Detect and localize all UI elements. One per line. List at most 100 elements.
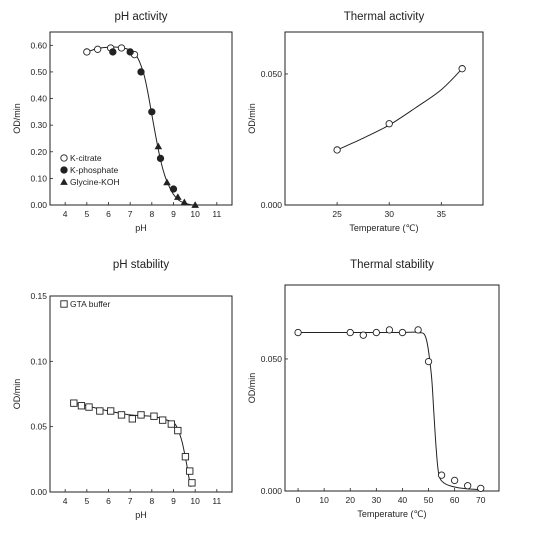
ph-activity-glycine-koh-point [163, 178, 171, 186]
thermal-activity-chart: Thermal activity 25 30 35 0.000 0.050 Temperat… [247, 11, 484, 233]
ph-activity-k-phosphate-point [148, 108, 156, 116]
ph-stability-gta-buffer-point [150, 412, 158, 420]
thermal-stability-y-tick-label: 0.050 [261, 354, 283, 364]
ph-stability-gta-buffer-point [174, 426, 182, 435]
ph-activity-x-tick-label: 5 [84, 209, 89, 219]
ph-stability-gta-buffer-point [188, 479, 196, 487]
ph-activity-k-phosphate-point [137, 68, 145, 76]
thermal-activity-y-axis-label: OD/min [247, 103, 257, 134]
thermal-stability-data-point [294, 328, 302, 337]
ph-activity-k-citrate-point [117, 44, 126, 52]
ph-activity-y-tick-label: 0.20 [30, 147, 47, 157]
thermal-activity-data-point [333, 146, 341, 154]
ph-activity-y-tick-label: 0.30 [30, 120, 47, 130]
ph-activity-x-tick-label: 9 [171, 209, 176, 219]
ph-stability-gta-buffer-point [167, 420, 175, 428]
ph-activity-k-citrate-point [83, 48, 91, 56]
ph-stability-gta-buffer-point [159, 416, 167, 424]
thermal-stability-x-tick-label: 30 [372, 495, 382, 505]
ph-activity-y-tick-label: 0.50 [30, 67, 47, 77]
ph-stability-legend-marker-gta-buffer [60, 300, 68, 308]
thermal-stability-x-tick-label: 60 [450, 495, 460, 505]
ph-activity-glycine-koh-point [154, 142, 163, 150]
thermal-stability-data-point [414, 326, 422, 334]
ph-activity-x-tick-label: 7 [128, 209, 133, 219]
thermal-stability-data-point [346, 328, 354, 337]
ph-stability-x-tick-label: 9 [171, 496, 176, 506]
thermal-stability-y-tick-label: 0.000 [261, 486, 283, 496]
ph-activity-legend-marker-glycine-koh [60, 178, 68, 185]
thermal-stability-plot-frame [284, 284, 500, 492]
ph-activity-x-tick-label: 4 [63, 209, 68, 219]
ph-activity-x-tick-label: 11 [212, 209, 221, 219]
ph-stability-gta-buffer-point [186, 467, 194, 475]
ph-activity-legend-marker-k-phosphate [60, 166, 68, 174]
ph-activity-y-axis-label: OD/min [12, 103, 22, 134]
ph-stability-y-tick-label: 0.05 [30, 422, 47, 432]
ph-activity-k-phosphate-point [109, 48, 117, 56]
thermal-activity-x-axis-label: Temperature (℃) [349, 223, 418, 233]
ph-stability-x-tick-label: 5 [84, 496, 89, 506]
ph-stability-gta-buffer-point [181, 453, 190, 461]
ph-stability-x-tick-label: 4 [63, 496, 68, 506]
thermal-stability-x-axis-label: Temperature (℃) [357, 509, 426, 519]
thermal-activity-data-point [385, 120, 393, 128]
thermal-activity-fit-curve [336, 68, 463, 151]
ph-stability-y-axis-label: OD/min [12, 379, 22, 410]
thermal-stability-x-tick-label: 20 [346, 495, 356, 505]
thermal-stability-data-point [359, 331, 367, 339]
thermal-activity-plot-frame [284, 31, 484, 206]
thermal-stability-data-point [372, 328, 380, 337]
ph-activity-y-tick-label: 0.60 [30, 40, 47, 50]
ph-stability-gta-buffer-point [96, 407, 104, 415]
ph-stability-x-tick-label: 7 [128, 496, 133, 506]
ph-stability-gta-buffer-point [117, 411, 126, 419]
ph-activity-glycine-koh-point [180, 198, 189, 206]
ph-activity-legend-label-k-phosphate: K-phosphate [70, 165, 118, 175]
thermal-activity-y-tick-label: 0.000 [261, 200, 283, 210]
ph-activity-legend-marker-k-citrate [60, 154, 68, 162]
thermal-stability-title: Thermal stability [350, 259, 434, 271]
ph-activity-legend-label-glycine-koh: Glycine-KOH [70, 177, 120, 187]
thermal-stability-x-tick-label: 70 [476, 495, 486, 505]
ph-stability-gta-buffer-point [77, 402, 86, 410]
thermal-stability-data-point [450, 476, 459, 485]
thermal-stability-y-axis-label: OD/min [247, 373, 257, 404]
ph-activity-plot-frame [49, 31, 233, 206]
thermal-stability-x-tick-label: 40 [398, 495, 408, 505]
thermal-activity-title: Thermal activity [344, 11, 425, 23]
ph-stability-chart: pH stability 4 5 6 7 8 9 10 11 0.00 0.05 0.10 0.15 pH… [12, 259, 233, 520]
ph-activity-x-tick-label: 8 [149, 209, 154, 219]
ph-activity-y-tick-label: 0.10 [30, 173, 47, 183]
thermal-activity-x-tick-label: 35 [437, 209, 447, 219]
ph-activity-glycine-koh-point [191, 201, 199, 208]
thermal-stability-data-point [398, 328, 407, 337]
thermal-stability-fit-curve [298, 331, 481, 491]
ph-activity-k-citrate-point [94, 45, 102, 53]
ph-stability-y-tick-label: 0.10 [30, 356, 47, 366]
ph-activity-k-phosphate-point [126, 48, 134, 56]
thermal-stability-data-point [477, 484, 485, 493]
ph-stability-gta-buffer-point [70, 399, 78, 407]
thermal-stability-data-point [437, 471, 446, 479]
ph-stability-gta-buffer-point [137, 411, 145, 419]
ph-activity-k-phosphate-point [169, 185, 178, 193]
thermal-stability-data-point [385, 326, 394, 334]
thermal-stability-x-tick-label: 50 [424, 495, 434, 505]
thermal-stability-x-tick-label: 0 [296, 495, 301, 505]
ph-stability-gta-buffer-point [107, 407, 115, 415]
ph-activity-legend-label-k-citrate: K-citrate [70, 153, 102, 163]
ph-stability-y-tick-label: 0.00 [30, 487, 47, 497]
ph-activity-y-tick-label: 0.40 [30, 94, 47, 104]
thermal-activity-x-tick-label: 25 [332, 209, 342, 219]
ph-activity-x-tick-label: 10 [190, 209, 200, 219]
ph-stability-y-tick-label: 0.15 [30, 291, 47, 301]
ph-stability-x-tick-label: 10 [190, 496, 200, 506]
ph-activity-k-phosphate-point [156, 154, 165, 163]
ph-stability-legend-label-gta-buffer: GTA buffer [70, 299, 110, 309]
ph-stability-x-tick-label: 6 [106, 496, 111, 506]
thermal-activity-x-tick-label: 30 [384, 209, 394, 219]
ph-activity-x-axis-label: pH [135, 223, 147, 233]
